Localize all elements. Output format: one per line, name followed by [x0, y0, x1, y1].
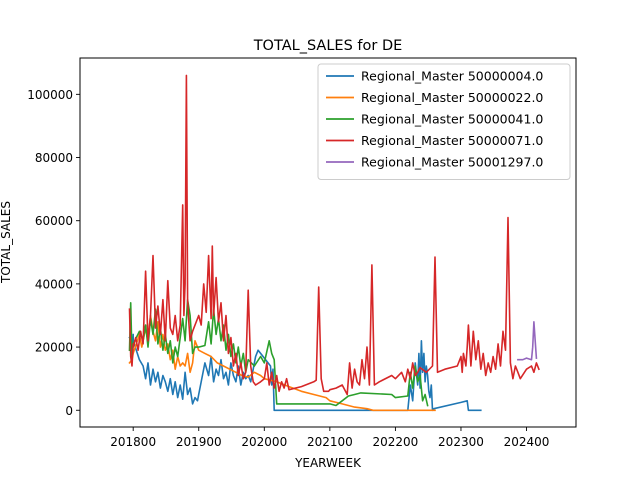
x-tick-label: 202100: [307, 435, 353, 449]
legend-label: Regional_Master 50001297.0: [361, 155, 543, 170]
chart-title: TOTAL_SALES for DE: [253, 38, 403, 54]
series-line-5: [517, 321, 538, 361]
y-axis-title: TOTAL_SALES: [0, 201, 13, 284]
x-tick-label: 202400: [504, 435, 550, 449]
x-tick-label: 202300: [438, 435, 484, 449]
series-layer: [128, 74, 540, 412]
series-line-1: [128, 333, 482, 412]
y-axis: 0 20000 40000 60000 80000 100000: [27, 88, 80, 418]
series-line-4: [128, 74, 540, 396]
y-tick-label: 0: [65, 404, 73, 418]
x-tick-label: 201900: [176, 435, 222, 449]
series-line-2: [128, 314, 436, 412]
legend-label: Regional_Master 50000071.0: [361, 133, 543, 148]
y-tick-label: 80000: [35, 151, 73, 165]
x-tick-label: 202000: [241, 435, 287, 449]
legend-label: Regional_Master 50000022.0: [361, 90, 543, 105]
y-tick-label: 100000: [27, 88, 73, 102]
legend-label: Regional_Master 50000041.0: [361, 112, 543, 127]
x-tick-label: 202200: [373, 435, 419, 449]
x-axis: 201800 201900 202000 202100 202200 202300 2024…: [110, 427, 549, 449]
x-tick-label: 201800: [110, 435, 156, 449]
y-tick-label: 40000: [35, 277, 73, 291]
legend-label: Regional_Master 50000004.0: [361, 69, 543, 84]
x-axis-title: YEARWEEK: [294, 456, 362, 470]
y-tick-label: 60000: [35, 214, 73, 228]
y-tick-label: 20000: [35, 341, 73, 355]
plot-frame: [79, 57, 577, 428]
legend: Regional_Master 50000004.0 Regional_Maste…: [317, 63, 571, 180]
legend-box: [317, 63, 571, 180]
